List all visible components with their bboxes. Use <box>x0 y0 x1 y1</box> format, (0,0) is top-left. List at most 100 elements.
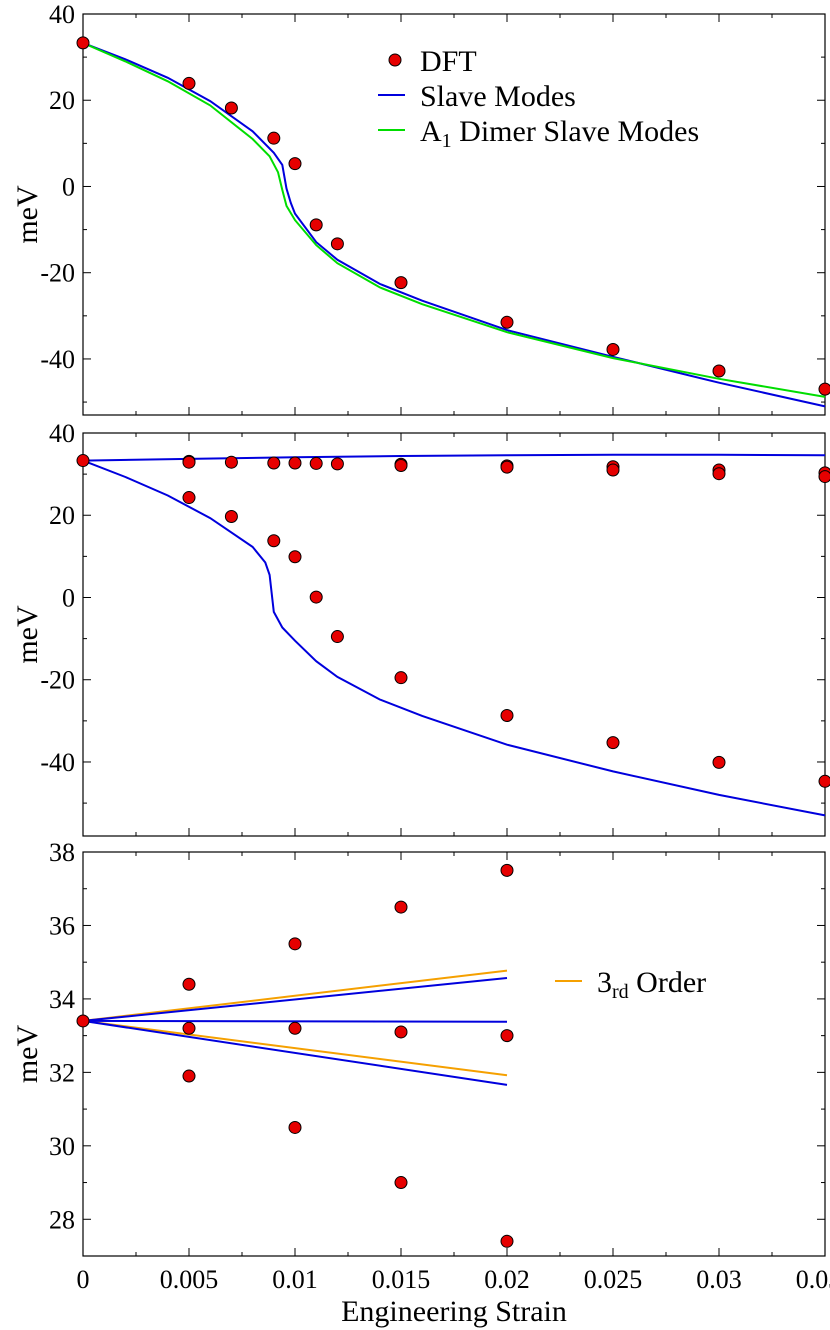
dft-point <box>182 76 196 90</box>
dft-point <box>394 671 408 685</box>
y-tick-label: 20 <box>49 501 75 530</box>
dft-point <box>288 157 302 171</box>
dft-point <box>182 1069 196 1083</box>
panel-middle: 40 20 0 -20 -40 meV <box>11 419 830 837</box>
dft-point <box>76 454 90 468</box>
dft-point <box>224 101 238 115</box>
series-line <box>82 41 826 408</box>
dft-point <box>76 36 90 50</box>
y-axis-title: meV <box>11 605 44 664</box>
series-line <box>82 1019 508 1023</box>
dft-point <box>267 131 281 145</box>
legend-label-rest: Dimer Slave Modes <box>452 115 699 148</box>
dft-point <box>309 218 323 232</box>
legend-label: Slave Modes <box>420 80 576 113</box>
y-tick-label: 32 <box>49 1058 75 1087</box>
dft-point <box>309 590 323 604</box>
dft-point <box>500 460 514 474</box>
plot-frame <box>82 432 826 837</box>
dft-point <box>500 315 514 329</box>
dft-point <box>500 863 514 877</box>
series-line <box>82 41 826 398</box>
y-tick-label: 34 <box>49 985 75 1014</box>
series-line <box>82 969 508 1022</box>
x-tick-label: 0.035 <box>796 1265 830 1294</box>
x-tick-label: 0 <box>77 1265 90 1294</box>
dft-point <box>394 1025 408 1039</box>
y-tick-label: -20 <box>40 259 75 288</box>
dft-point <box>288 937 302 951</box>
y-tick-label: 20 <box>49 86 75 115</box>
dft-point <box>288 456 302 470</box>
y-tick-label: -40 <box>40 345 75 374</box>
x-tick-label: 0.015 <box>372 1265 431 1294</box>
dft-point <box>818 382 830 396</box>
legend-label: 3rd Order <box>597 966 706 1003</box>
y-tick-label: 38 <box>49 838 75 867</box>
series-line <box>82 1019 508 1077</box>
dft-point <box>394 900 408 914</box>
legend-label-main: A <box>420 115 442 148</box>
x-axis-title: Engineering Strain <box>341 1295 567 1328</box>
dft-point <box>330 457 344 471</box>
legend-label: A1 Dimer Slave Modes <box>420 115 699 152</box>
legend-label-sub: rd <box>612 981 629 1003</box>
dft-point <box>288 550 302 564</box>
series-line <box>82 453 826 462</box>
dft-point <box>182 1021 196 1035</box>
x-tick-label: 0.025 <box>584 1265 643 1294</box>
x-tick-label: 0.01 <box>272 1265 318 1294</box>
y-tick-label: 40 <box>49 0 75 29</box>
legend-label-main: 3 <box>597 966 612 999</box>
dft-point <box>288 1120 302 1134</box>
x-tick-label: 0.02 <box>484 1265 530 1294</box>
panel-bottom: 38 36 34 32 30 28 meV 0 0.005 0.01 0.015 0.02 0.025 0… <box>11 838 830 1328</box>
x-tick-label: 0.03 <box>696 1265 742 1294</box>
series-line <box>82 459 826 817</box>
dft-point <box>394 458 408 472</box>
y-tick-label: 0 <box>62 172 75 201</box>
dft-point <box>224 509 238 523</box>
y-tick-label: 40 <box>49 419 75 448</box>
dft-point <box>818 774 830 788</box>
dft-point <box>500 709 514 723</box>
dft-point <box>712 755 726 769</box>
series-line <box>82 1019 508 1086</box>
dft-point <box>818 470 830 484</box>
dft-point <box>606 736 620 750</box>
dft-point <box>267 534 281 548</box>
dft-point <box>224 455 238 469</box>
dft-point <box>500 1234 514 1248</box>
plot-frame <box>82 851 826 1257</box>
legend-label: DFT <box>420 45 477 78</box>
dft-point <box>712 364 726 378</box>
dft-point <box>606 342 620 356</box>
dft-point <box>182 455 196 469</box>
dft-point <box>267 456 281 470</box>
legend-label-rest: Order <box>629 966 706 999</box>
legend: 3rd Order <box>555 966 706 1003</box>
y-tick-label: -40 <box>40 748 75 777</box>
dft-point <box>182 491 196 505</box>
y-tick-label: 28 <box>49 1205 75 1234</box>
y-axis-title: meV <box>11 1025 44 1084</box>
y-tick-label: 36 <box>49 911 75 940</box>
y-tick-label: 30 <box>49 1132 75 1161</box>
dft-point <box>330 237 344 251</box>
legend-marker <box>388 53 402 67</box>
dft-point <box>309 456 323 470</box>
dft-point <box>712 467 726 481</box>
y-axis-title: meV <box>11 185 44 244</box>
dft-point <box>394 1176 408 1190</box>
series-line <box>82 977 508 1022</box>
x-tick-label: 0.005 <box>160 1265 219 1294</box>
y-tick-label: 0 <box>62 583 75 612</box>
legend-label-sub: 1 <box>442 130 452 152</box>
dft-point <box>606 463 620 477</box>
dft-point <box>182 977 196 991</box>
dft-point <box>394 276 408 290</box>
y-tick-label: -20 <box>40 666 75 695</box>
